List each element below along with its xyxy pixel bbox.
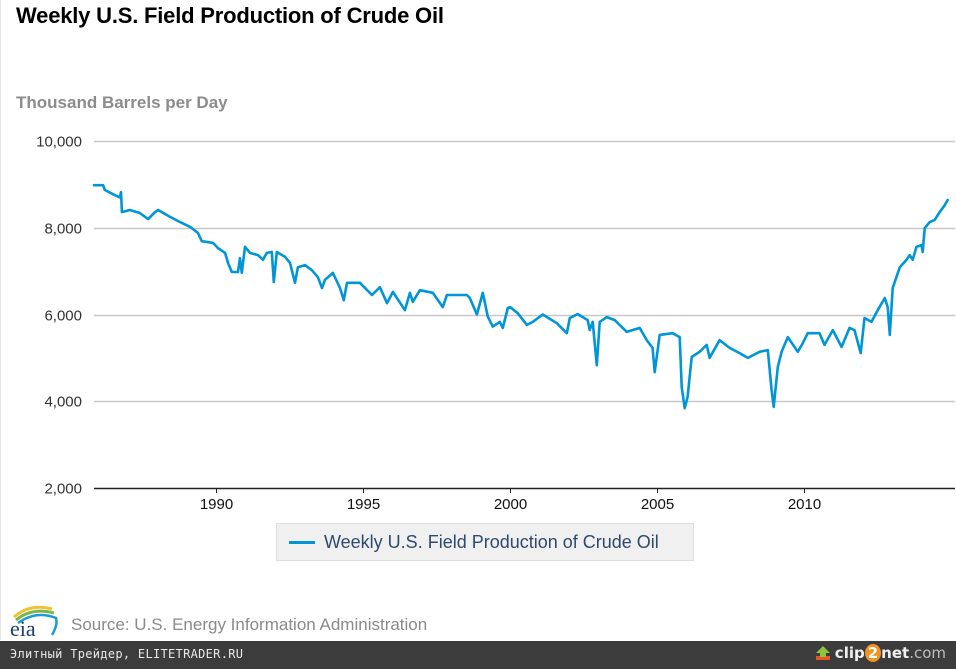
watermark-text: Элитный Трейдер, ELITETRADER.RU [10, 647, 244, 661]
y-tick-label: 10,000 [36, 134, 82, 151]
y-tick-label: 2,000 [44, 481, 82, 498]
clip2net-net: net [881, 644, 910, 662]
x-axis: 1990 1995 2000 2005 2010 [94, 487, 955, 513]
gridlines [94, 140, 955, 403]
line-chart: 10,000 8,000 6,000 4,000 2,000 1990 1995 2000 2… [36, 134, 955, 513]
x-tick-label: 2010 [788, 496, 821, 513]
series-group [92, 183, 950, 410]
clip2net-clip: clip [834, 644, 865, 662]
clip2net-2: 2 [864, 644, 882, 662]
series-line [92, 183, 950, 410]
x-tick-label: 1995 [347, 496, 380, 513]
x-tick-label: 1990 [200, 496, 233, 513]
y-axis-units-label: Thousand Barrels per Day [16, 93, 228, 112]
y-tick-label: 8,000 [44, 221, 82, 238]
eia-logo-icon: eia [10, 605, 58, 639]
y-axis-ticks: 10,000 8,000 6,000 4,000 2,000 [36, 134, 82, 498]
frame-border [0, 0, 1, 640]
x-tick-label: 2000 [494, 496, 527, 513]
upload-arrow-icon [815, 646, 830, 660]
y-tick-label: 6,000 [44, 308, 82, 325]
y-tick-label: 4,000 [44, 394, 82, 411]
chart-legend[interactable]: Weekly U.S. Field Production of Crude Oi… [276, 523, 694, 561]
source-note: Source: U.S. Energy Information Administ… [71, 615, 428, 634]
x-tick-label: 2005 [641, 496, 674, 513]
eia-logo-text: eia [10, 616, 36, 639]
legend-line-swatch-icon [289, 540, 315, 544]
clip2net-domain: .com [909, 644, 946, 662]
clip2net-brand[interactable]: clip 2 net .com [815, 644, 946, 662]
chart-title: Weekly U.S. Field Production of Crude Oi… [16, 3, 444, 28]
bottom-bar: Элитный Трейдер, ELITETRADER.RU clip 2 n… [0, 641, 956, 669]
legend-label: Weekly U.S. Field Production of Crude Oi… [324, 531, 659, 552]
